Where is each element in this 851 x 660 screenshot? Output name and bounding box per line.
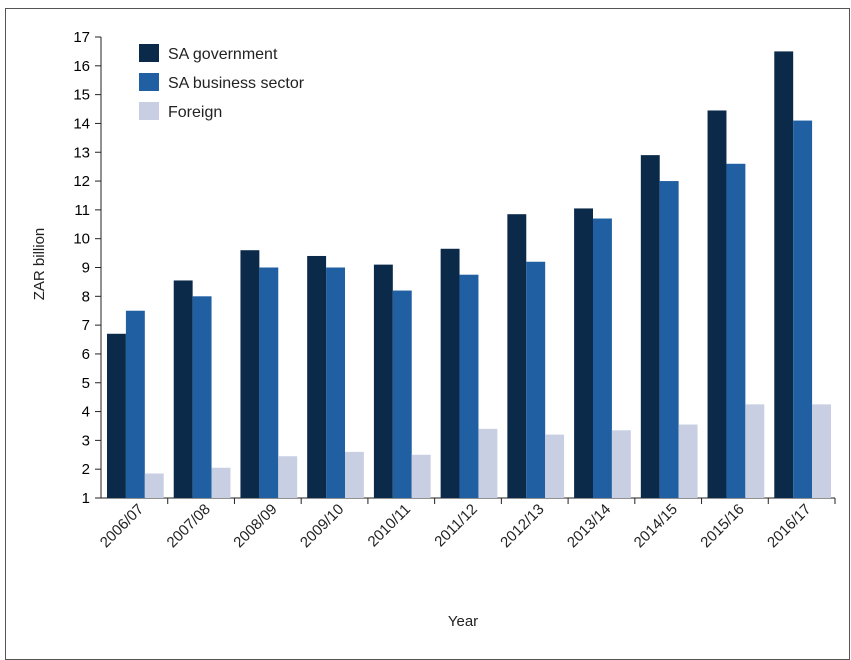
bar-foreign-2009-10 xyxy=(345,451,364,498)
y-tick-label: 14 xyxy=(73,115,90,132)
bars xyxy=(107,51,831,499)
bar-sa-business-sector-2015-16 xyxy=(726,163,746,498)
y-tick-label: 6 xyxy=(82,346,90,363)
y-tick-label: 16 xyxy=(73,58,90,75)
x-tick-label: 2008/09 xyxy=(230,501,280,551)
y-tick-label: 17 xyxy=(73,29,90,46)
bar-sa-government-2012-13 xyxy=(507,214,527,498)
bar-sa-business-sector-2010-11 xyxy=(392,290,412,498)
x-tick-label: 2012/13 xyxy=(497,501,547,551)
legend-swatch xyxy=(139,44,159,62)
bar-foreign-2013-14 xyxy=(611,430,631,498)
y-tick-label: 2 xyxy=(82,461,90,478)
y-tick-label: 8 xyxy=(82,288,90,305)
y-tick-label: 1 xyxy=(82,490,90,507)
bar-sa-government-2010-11 xyxy=(373,264,393,498)
legend: SA government SA business sector Foreign xyxy=(139,44,305,121)
y-axis-title: ZAR billion xyxy=(31,228,48,301)
x-axis-title: Year xyxy=(448,613,478,630)
y-tick-label: 15 xyxy=(73,87,90,104)
x-tick-label: 2011/12 xyxy=(431,501,481,551)
bar-sa-business-sector-2007-08 xyxy=(192,296,212,498)
bar-sa-government-2008-09 xyxy=(240,250,260,498)
bar-sa-business-sector-2012-13 xyxy=(526,261,546,498)
y-tick-label: 13 xyxy=(73,144,90,161)
x-tick-label: 2007/08 xyxy=(164,501,214,551)
bar-foreign-2015-16 xyxy=(745,404,765,498)
y-tick-label: 12 xyxy=(73,173,90,190)
bar-foreign-2010-11 xyxy=(411,454,431,498)
x-tick-label: 2006/07 xyxy=(97,501,147,551)
legend-label: SA government xyxy=(168,46,278,63)
bar-sa-government-2013-14 xyxy=(574,208,593,498)
x-tick-label: 2014/15 xyxy=(631,501,681,551)
y-tick-label: 10 xyxy=(73,231,90,248)
bar-foreign-2012-13 xyxy=(545,434,565,498)
bar-sa-business-sector-2008-09 xyxy=(259,267,279,498)
bar-sa-government-2014-15 xyxy=(640,155,660,498)
bar-sa-business-sector-2011-12 xyxy=(459,274,479,498)
x-tick-label: 2010/11 xyxy=(365,501,415,551)
y-tick-label: 11 xyxy=(74,202,90,219)
legend-label: Foreign xyxy=(168,104,222,121)
y-tick-label: 5 xyxy=(82,375,90,392)
bar-sa-government-2009-10 xyxy=(307,255,327,498)
bar-sa-government-2016-17 xyxy=(774,51,794,498)
y-tick-label: 9 xyxy=(82,260,90,277)
y-tick-label: 3 xyxy=(82,432,90,449)
x-axis: 2006/07 2007/08 2008/09 2009/10 2010/11 2011/… xyxy=(97,497,836,551)
bar-sa-business-sector-2006-07 xyxy=(125,310,145,498)
bar-foreign-2008-09 xyxy=(278,456,298,498)
bar-foreign-2011-12 xyxy=(478,428,498,498)
x-tick-label: 2016/17 xyxy=(764,501,814,551)
x-tick-label: 2013/14 xyxy=(564,501,614,551)
legend-swatch xyxy=(139,102,159,120)
bar-sa-government-2011-12 xyxy=(440,248,460,498)
x-tick-label: 2015/16 xyxy=(697,501,747,551)
bar-sa-government-2015-16 xyxy=(707,110,727,499)
bar-foreign-2006-07 xyxy=(144,473,164,498)
y-tick-label: 7 xyxy=(82,317,90,334)
bar-sa-business-sector-2016-17 xyxy=(793,120,813,499)
bar-sa-government-2007-08 xyxy=(173,280,193,498)
bar-sa-business-sector-2014-15 xyxy=(659,181,679,498)
bar-sa-business-sector-2013-14 xyxy=(593,218,612,499)
legend-label: SA business sector xyxy=(168,75,305,92)
bar-sa-government-2006-07 xyxy=(107,333,126,498)
y-tick-label: 4 xyxy=(82,404,90,421)
bar-foreign-2014-15 xyxy=(678,424,698,498)
bar-foreign-2016-17 xyxy=(812,404,831,498)
x-tick-label: 2009/10 xyxy=(297,501,347,551)
bar-sa-business-sector-2009-10 xyxy=(326,267,345,498)
bar-foreign-2007-08 xyxy=(211,467,231,498)
legend-swatch xyxy=(139,73,159,91)
